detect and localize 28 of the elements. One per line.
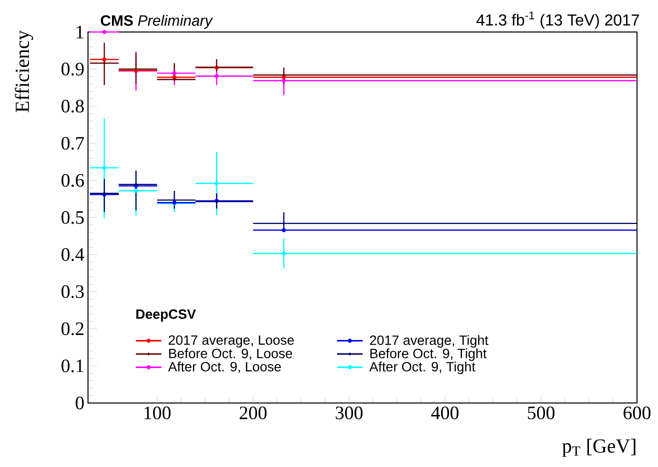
y-tick-label: 0.6	[62, 174, 84, 187]
x-tick-label: 600	[624, 406, 650, 420]
x-tick-label: 200	[240, 406, 267, 420]
x-tick-label: 500	[528, 406, 554, 420]
x-tick-label: 100	[144, 406, 171, 420]
y-tick-label: 0.5	[62, 211, 84, 224]
chart-subtitle: 41.3 fb$^{-1}$ (13 TeV) 2017	[476, 12, 639, 29]
y-tick-label: 0.3	[62, 285, 84, 298]
y-tick-label: 1	[76, 26, 84, 38]
legend-label: Before Oct. 9, Tight	[370, 348, 487, 361]
y-tick-label: 0	[76, 396, 84, 410]
legend-label: 2017 average, Loose	[168, 335, 294, 348]
x-tick-label: 300	[336, 406, 363, 420]
y-tick-label: 0.9	[62, 62, 84, 76]
y-axis-title: Efficiency	[14, 30, 34, 112]
y-tick-label: 0.8	[62, 100, 84, 113]
x-axis-title: p$_{T}$ [GeV]	[562, 438, 636, 457]
y-tick-label: 0.2	[62, 322, 84, 336]
y-tick-label: 0.1	[62, 359, 84, 372]
legend-title: DeepCSV	[136, 309, 196, 322]
x-tick-label: 400	[431, 406, 459, 420]
legend-label: Before Oct. 9, Loose	[169, 348, 292, 360]
y-tick-label: 0.4	[62, 248, 84, 262]
legend-label: 2017 average, Tight	[370, 335, 488, 348]
y-tick-label: 0.7	[62, 136, 84, 150]
chart-title: CMS Preliminary	[100, 14, 214, 29]
legend-label: After Oct. 9, Loose	[168, 362, 281, 374]
legend-label: After Oct. 9, Tight	[369, 362, 476, 374]
